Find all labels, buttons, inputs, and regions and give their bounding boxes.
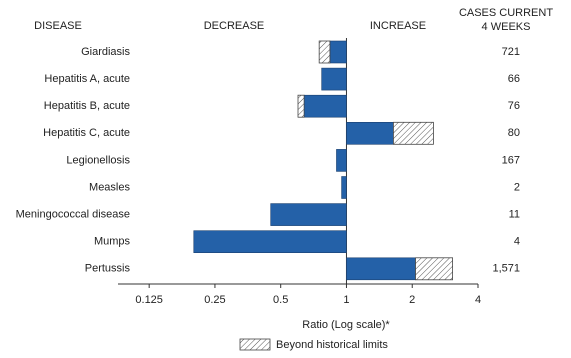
category-label: Pertussis [85, 263, 131, 275]
bar [193, 230, 347, 253]
bar [336, 149, 347, 172]
category-label: Giardiasis [81, 46, 130, 58]
bar-beyond-limits [318, 40, 331, 64]
bar [346, 122, 394, 145]
category-label: Hepatitis B, acute [44, 100, 130, 112]
category-label: Legionellosis [66, 154, 130, 166]
cases-value: 4 [514, 236, 520, 248]
cases-value: 167 [502, 154, 520, 166]
bar [346, 257, 416, 281]
x-tick-label: 0.125 [135, 294, 163, 306]
bar [329, 40, 347, 64]
x-tick-label: 1 [343, 294, 349, 306]
x-tick-label: 0.25 [204, 294, 225, 306]
legend-label: Beyond historical limits [276, 339, 388, 351]
bar-beyond-limits [393, 121, 434, 145]
cases-value: 2 [514, 181, 520, 193]
category-label: Mumps [94, 236, 131, 248]
bar [341, 176, 347, 199]
header-decrease: DECREASE [204, 20, 265, 32]
x-tick-label: 4 [475, 294, 481, 306]
bar [303, 94, 347, 118]
cases-value: 721 [502, 46, 520, 58]
legend-swatch [239, 338, 271, 351]
bar-beyond-limits [297, 94, 305, 118]
header-cases: CASES CURRENT [459, 7, 553, 19]
category-label: Measles [89, 181, 130, 193]
header-disease: DISEASE [34, 20, 82, 32]
header-increase: INCREASE [370, 20, 426, 32]
x-tick-label: 2 [409, 294, 415, 306]
bar [270, 203, 347, 226]
cases-value: 76 [508, 100, 520, 112]
cases-value: 11 [509, 209, 520, 221]
cases-value: 80 [508, 127, 520, 139]
category-label: Hepatitis A, acute [44, 73, 130, 85]
cases-value: 66 [508, 73, 520, 85]
category-label: Meningococcal disease [16, 209, 130, 221]
x-tick-label: 0.5 [273, 294, 288, 306]
header-cases: 4 WEEKS [482, 21, 531, 33]
category-label: Hepatitis C, acute [43, 127, 130, 139]
bar-beyond-limits [415, 257, 453, 281]
cases-value: 1,571 [492, 263, 520, 275]
bar [321, 67, 347, 91]
x-axis-label: Ratio (Log scale)* [302, 319, 390, 331]
